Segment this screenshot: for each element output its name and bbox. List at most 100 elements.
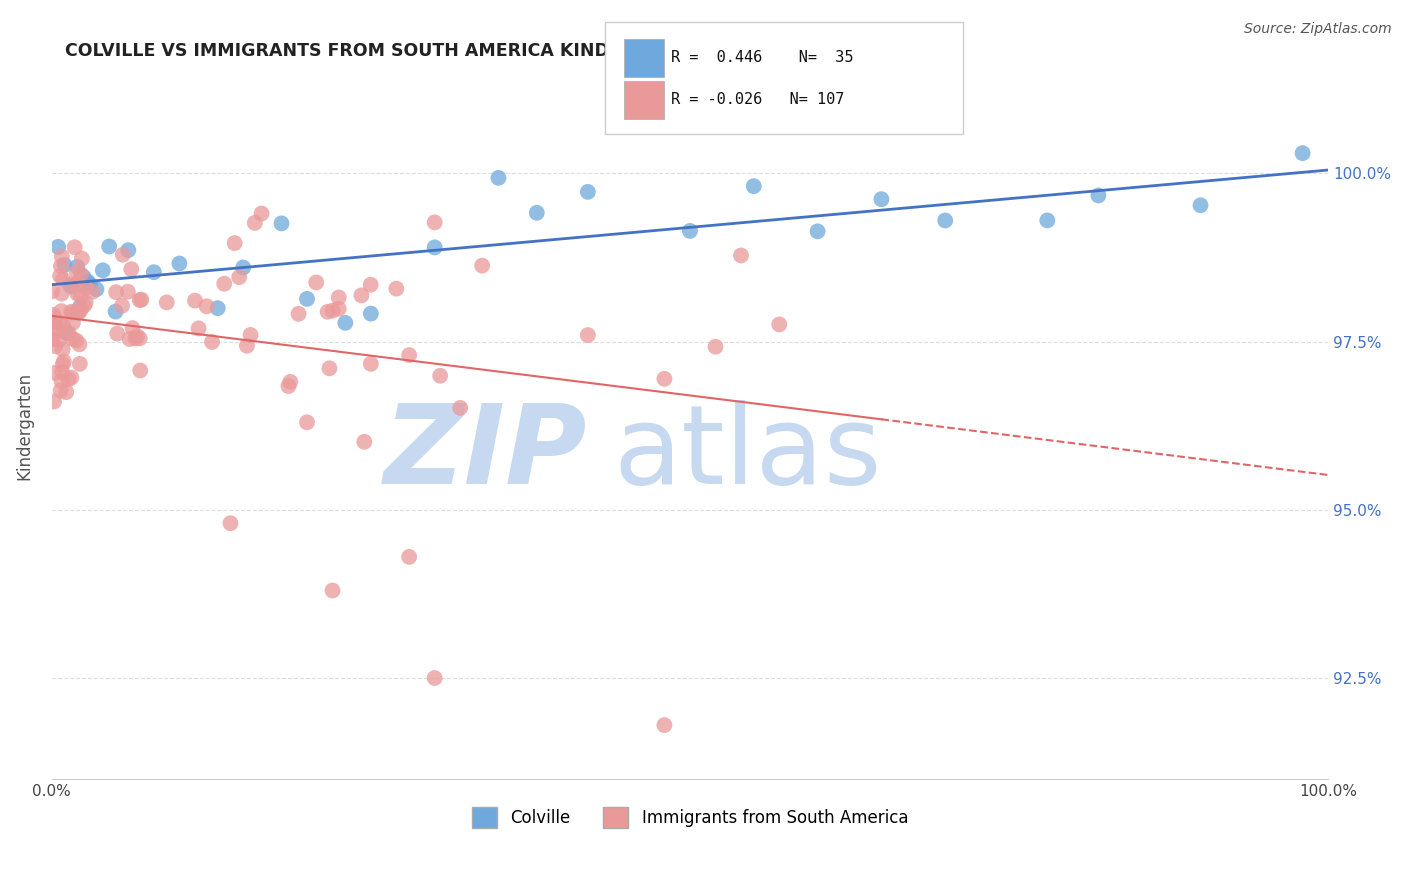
Point (42, 394, 65, 409)
Point (62, 306, 84, 320)
Point (322, 583, 344, 598)
Text: R =  0.446    N=  35: R = 0.446 N= 35 (671, 51, 853, 65)
Point (67, 337, 90, 351)
Point (73, 270, 96, 285)
Point (654, 372, 676, 386)
Point (111, 248, 134, 262)
Point (124, 332, 146, 346)
Point (52, 343, 75, 357)
Point (66, 277, 89, 291)
Point (322, 303, 344, 318)
Point (65, 334, 87, 348)
Point (67, 306, 90, 320)
Point (212, 277, 235, 291)
Point (526, 206, 548, 220)
Point (73, 299, 96, 313)
Point (156, 295, 179, 310)
Point (75, 295, 97, 310)
Point (228, 270, 250, 285)
Point (250, 206, 273, 220)
Point (121, 321, 143, 335)
Point (49, 259, 72, 273)
Point (91, 263, 114, 277)
Point (232, 260, 254, 275)
Point (328, 301, 350, 316)
Point (111, 299, 134, 313)
Point (316, 305, 339, 319)
Point (63, 240, 86, 254)
Text: R = -0.026   N= 107: R = -0.026 N= 107 (671, 93, 844, 107)
Point (243, 216, 266, 230)
Point (41, 285, 63, 299)
Point (53, 258, 76, 272)
Point (86, 282, 108, 296)
Point (46, 240, 69, 254)
Y-axis label: Kindergarten: Kindergarten (15, 372, 32, 480)
Point (236, 339, 259, 353)
Point (70, 267, 93, 281)
Point (62, 332, 84, 346)
Point (429, 368, 451, 383)
Point (353, 434, 375, 449)
Point (449, 401, 471, 415)
Point (69, 300, 91, 314)
Point (239, 327, 262, 342)
Point (48, 317, 70, 331)
Point (69, 289, 91, 303)
Point (52, 319, 75, 334)
Point (350, 288, 373, 302)
Point (60, 370, 83, 384)
Point (117, 285, 139, 299)
Point (184, 293, 207, 308)
Point (768, 318, 790, 332)
Point (287, 307, 309, 321)
Point (142, 265, 165, 279)
Point (76, 275, 98, 289)
Text: Source: ZipAtlas.com: Source: ZipAtlas.com (1244, 22, 1392, 37)
Point (70, 252, 93, 266)
Point (41, 333, 63, 347)
Point (117, 243, 139, 257)
Point (1189, 198, 1212, 212)
Point (224, 236, 246, 251)
Point (806, 224, 828, 238)
Text: atlas: atlas (613, 401, 882, 508)
Point (360, 357, 382, 371)
Point (207, 301, 229, 315)
Point (385, 282, 408, 296)
Point (195, 299, 218, 313)
Point (66, 264, 89, 278)
Point (201, 334, 224, 349)
Point (704, 340, 727, 354)
Point (730, 248, 752, 262)
Point (118, 332, 141, 346)
Point (654, 718, 676, 732)
Point (423, 671, 446, 685)
Point (295, 415, 318, 429)
Point (318, 361, 340, 376)
Text: ZIP: ZIP (384, 401, 588, 508)
Point (58, 372, 80, 386)
Point (187, 321, 209, 335)
Point (60, 305, 83, 319)
Point (44, 315, 66, 329)
Point (75, 280, 97, 294)
Point (398, 549, 420, 564)
Point (934, 213, 956, 227)
Point (49, 384, 72, 398)
Point (328, 290, 350, 304)
Point (82, 285, 104, 299)
Point (45, 323, 67, 337)
Point (125, 329, 148, 343)
Point (62, 316, 84, 330)
Point (742, 179, 765, 194)
Point (58, 326, 80, 341)
Point (360, 277, 382, 292)
Text: COLVILLE VS IMMIGRANTS FROM SOUTH AMERICA KINDERGARTEN CORRELATION CHART: COLVILLE VS IMMIGRANTS FROM SOUTH AMERIC… (65, 42, 928, 60)
Point (870, 192, 893, 206)
Point (576, 185, 599, 199)
Point (42, 308, 65, 322)
Point (105, 285, 128, 300)
Point (576, 328, 599, 343)
Point (471, 259, 494, 273)
